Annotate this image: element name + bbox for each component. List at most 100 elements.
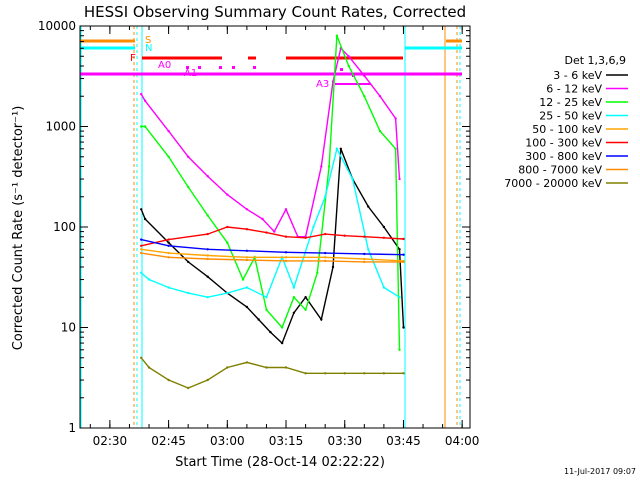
data-point: [284, 256, 288, 259]
data-point: [257, 318, 260, 321]
data-point: [343, 372, 346, 375]
flag-dot-0: [186, 66, 189, 69]
data-point: [398, 296, 401, 299]
data-point: [187, 291, 190, 295]
data-point: [167, 378, 170, 382]
data-point: [167, 286, 170, 289]
data-point: [324, 259, 327, 263]
data-point: [167, 241, 170, 244]
data-point: [167, 244, 170, 247]
data-point: [140, 251, 143, 255]
data-point: [382, 236, 386, 239]
data-point: [324, 195, 327, 198]
series-line-800-7000-kev: [141, 252, 404, 263]
data-point: [206, 378, 209, 382]
data-point: [335, 34, 339, 37]
data-point: [402, 253, 405, 256]
data-point: [206, 232, 209, 236]
data-point: [402, 237, 405, 241]
data-point: [347, 64, 350, 68]
data-point: [292, 296, 296, 299]
data-point: [320, 318, 323, 321]
legend-entry: 800 - 7000 keV: [518, 164, 628, 177]
data-point: [284, 259, 288, 263]
data-point: [363, 372, 366, 375]
data-point: [147, 366, 151, 369]
data-point: [140, 271, 143, 274]
legend-entry: 50 - 100 keV: [532, 123, 628, 136]
data-point: [339, 147, 342, 150]
data-point: [265, 308, 268, 311]
data-point: [143, 125, 147, 128]
legend-title: Det 1,3,6,9: [564, 54, 626, 67]
data-point: [245, 258, 249, 262]
flag-dot-3: [232, 66, 235, 69]
data-point: [245, 256, 249, 259]
flag-dot-5: [340, 68, 343, 71]
data-point: [316, 271, 319, 274]
series-line-3-6-kev: [140, 148, 405, 345]
data-point: [269, 330, 272, 334]
data-point: [167, 256, 170, 259]
data-point: [140, 244, 143, 247]
legend-label: 50 - 100 keV: [532, 123, 602, 136]
legend-label: 3 - 6 keV: [553, 69, 602, 82]
data-point: [398, 177, 401, 181]
legend-label: 100 - 300 keV: [525, 137, 602, 150]
data-point: [324, 372, 327, 375]
series-line-25-50-kev: [140, 146, 400, 299]
timestamp: 11-Jul-2017 09:07: [564, 467, 636, 476]
data-point: [292, 311, 296, 314]
legend-label: 6 - 12 keV: [546, 83, 602, 96]
data-point: [331, 265, 335, 269]
data-point: [284, 208, 288, 211]
data-point: [140, 208, 143, 211]
data-point: [147, 278, 151, 281]
data-point: [187, 155, 190, 158]
y-tick-label: 100: [53, 220, 76, 234]
x-tick-label: 03:00: [210, 434, 245, 448]
data-point: [382, 286, 386, 289]
legend-entry: 3 - 6 keV: [553, 69, 628, 82]
data-point: [367, 248, 370, 251]
flag-label-f: F: [130, 53, 136, 64]
data-point: [304, 308, 307, 311]
data-point: [394, 147, 397, 150]
data-point: [347, 55, 350, 58]
data-point: [284, 235, 288, 238]
data-point: [382, 225, 386, 229]
data-point: [187, 185, 190, 189]
data-point: [402, 326, 405, 329]
legend-label: 25 - 50 keV: [539, 110, 602, 123]
flag-label-a3: A3: [316, 79, 329, 90]
x-axis-label: Start Time (28-Oct-14 02:22:22): [175, 455, 385, 470]
data-point: [265, 366, 268, 369]
data-point: [402, 260, 405, 264]
x-tick-label: 03:15: [269, 434, 304, 448]
data-point: [292, 286, 296, 289]
data-point: [167, 238, 170, 241]
chart-title: HESSI Observing Summary Count Rates, Cor…: [84, 3, 466, 21]
flag-label-n: N: [145, 43, 152, 54]
data-point: [206, 175, 209, 178]
data-point: [398, 248, 401, 251]
data-point: [245, 249, 249, 252]
data-point: [378, 95, 382, 98]
data-point: [187, 260, 190, 264]
data-point: [382, 372, 386, 375]
data-point: [140, 248, 143, 251]
legend-entry: 100 - 300 keV: [525, 137, 628, 150]
y-tick-label: 1000: [45, 120, 76, 134]
data-point: [143, 217, 147, 221]
data-point: [304, 296, 307, 299]
series-line-50-100-kev: [141, 248, 404, 262]
series-line-6-12-kev: [140, 46, 401, 238]
data-point: [206, 254, 209, 257]
data-point: [327, 165, 331, 168]
legend-label: 300 - 800 keV: [525, 150, 602, 163]
data-point: [402, 372, 405, 375]
data-point: [206, 248, 209, 251]
data-point: [206, 257, 209, 261]
data-point: [226, 193, 229, 196]
